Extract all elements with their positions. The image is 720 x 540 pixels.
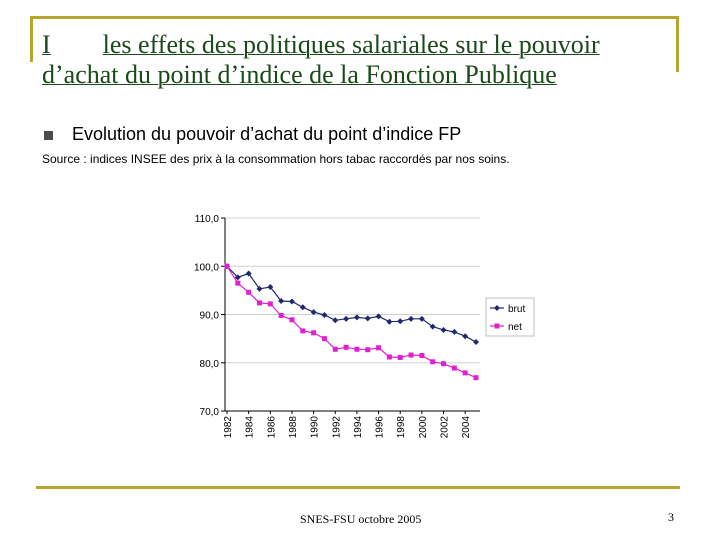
data-point-net	[397, 354, 403, 360]
data-point-net	[473, 375, 479, 381]
data-point-net	[321, 336, 327, 342]
data-point-net	[441, 361, 447, 367]
data-point-net	[332, 346, 338, 352]
data-point-brut	[332, 317, 339, 324]
source-note: Source : indices INSEE des prix à la con…	[42, 152, 510, 166]
title-line-1: les effets des politiques salariales sur…	[102, 30, 600, 59]
data-point-brut	[386, 318, 393, 325]
data-point-net	[256, 300, 262, 306]
data-point-brut	[256, 285, 263, 292]
data-point-net	[278, 312, 284, 318]
slide-frame-right	[676, 16, 679, 72]
data-point-net	[354, 346, 360, 352]
data-point-brut	[364, 315, 371, 322]
data-point-brut	[299, 304, 306, 311]
data-point-brut	[375, 313, 382, 320]
x-tick-label: 1996	[375, 416, 386, 439]
footer-text: SNES-FSU octobre 2005	[300, 512, 422, 526]
title-section-numeral: I	[42, 30, 51, 59]
series-line-net	[226, 265, 477, 379]
slide-frame-top	[30, 16, 676, 19]
data-point-brut	[234, 274, 241, 281]
page-number: 3	[668, 510, 674, 524]
x-tick-label: 1986	[266, 416, 277, 439]
data-point-brut	[429, 323, 436, 330]
y-tick-label: 100,0	[194, 262, 219, 273]
x-tick-label: 1992	[331, 416, 342, 439]
data-point-net	[451, 365, 457, 371]
legend-marker-brut	[494, 305, 500, 311]
legend-label-net: net	[508, 322, 522, 333]
data-point-brut	[408, 315, 415, 322]
x-tick-label: 2000	[418, 416, 429, 439]
data-point-brut	[418, 315, 425, 322]
slide-frame-left	[30, 16, 33, 62]
y-tick-label: 90,0	[200, 311, 220, 322]
x-tick-label: 1994	[353, 416, 364, 439]
data-point-net	[343, 344, 349, 350]
data-point-net	[311, 330, 317, 336]
data-point-net	[386, 354, 392, 360]
data-point-net	[267, 301, 273, 307]
title-line-2: d’achat du point d’indice de la Fonction…	[42, 60, 557, 89]
data-point-brut	[321, 311, 328, 318]
data-point-net	[462, 370, 468, 376]
data-point-net	[419, 353, 425, 359]
data-point-brut	[267, 283, 274, 290]
data-point-brut	[245, 270, 252, 277]
x-tick-label: 1990	[310, 416, 321, 439]
y-tick-label: 80,0	[200, 359, 220, 370]
data-point-brut	[288, 298, 295, 305]
legend-box	[485, 297, 535, 337]
data-point-brut	[473, 339, 479, 346]
y-tick-label: 70,0	[200, 407, 220, 418]
data-point-net	[235, 280, 241, 286]
series-line-brut	[226, 265, 477, 343]
data-point-brut	[451, 328, 458, 335]
x-tick-label: 1982	[223, 416, 234, 439]
slide-subtitle: Evolution du pouvoir d’achat du point d’…	[72, 124, 462, 144]
x-tick-label: 1998	[396, 416, 407, 439]
x-tick-label: 1988	[288, 416, 299, 439]
y-tick-label: 110,0	[195, 214, 220, 225]
data-point-brut	[278, 297, 285, 304]
data-point-brut	[343, 315, 350, 322]
legend-label-brut: brut	[508, 304, 525, 315]
x-tick-label: 2002	[440, 416, 451, 439]
data-point-net	[365, 347, 371, 353]
data-point-net	[246, 289, 252, 295]
footer-divider	[36, 486, 680, 489]
data-point-brut	[440, 326, 447, 333]
data-point-net	[224, 263, 230, 269]
data-point-brut	[397, 318, 404, 325]
legend-marker-net	[494, 323, 500, 329]
data-point-net	[289, 317, 295, 323]
data-point-brut	[462, 333, 469, 340]
data-point-net	[408, 352, 414, 358]
data-point-brut	[353, 314, 360, 321]
data-point-net	[376, 345, 382, 351]
data-point-brut	[310, 309, 317, 316]
bullet-square-icon	[44, 131, 53, 140]
data-point-net	[300, 328, 306, 334]
x-tick-label: 2004	[461, 416, 472, 439]
data-point-net	[430, 359, 436, 365]
x-tick-label: 1984	[245, 416, 256, 439]
